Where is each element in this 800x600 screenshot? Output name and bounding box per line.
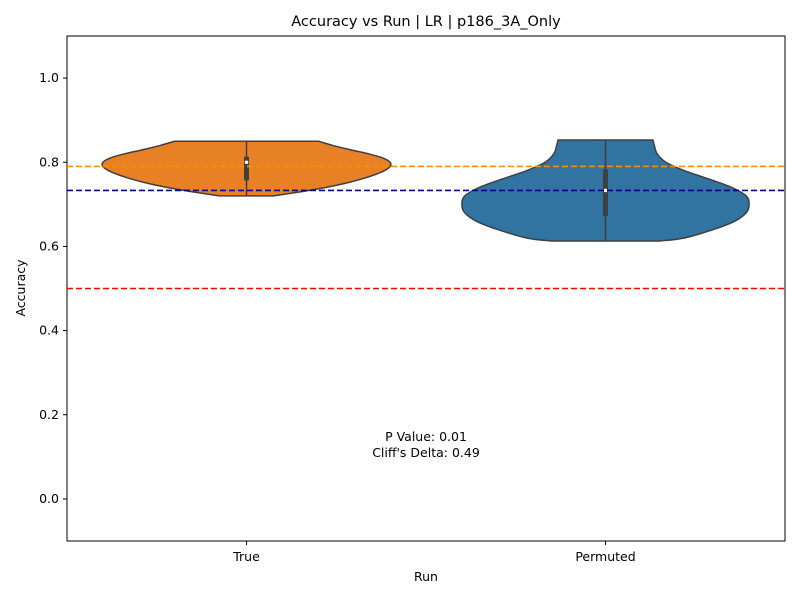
y-axis: 0.0 0.2 0.4 0.6 0.8 1.0 bbox=[39, 70, 67, 506]
y-tick-label: 0.0 bbox=[39, 491, 59, 506]
y-axis-label: Accuracy bbox=[13, 259, 28, 317]
y-tick-label: 0.2 bbox=[39, 407, 59, 422]
x-axis-label: Run bbox=[414, 569, 438, 584]
violin-permuted bbox=[461, 139, 750, 242]
plot-area bbox=[66, 35, 786, 542]
violin-median-point bbox=[244, 160, 249, 165]
violin-true bbox=[101, 140, 392, 197]
y-tick-label: 1.0 bbox=[39, 70, 59, 85]
y-tick-label: 0.6 bbox=[39, 238, 59, 253]
reference-lines bbox=[67, 165, 785, 290]
p-value-annotation: P Value: 0.01 bbox=[385, 429, 467, 444]
violin-iqr-box bbox=[244, 156, 249, 181]
y-tick-label: 0.8 bbox=[39, 154, 59, 169]
y-tick-label: 0.4 bbox=[39, 323, 59, 338]
x-tick-label: True bbox=[232, 549, 260, 564]
violin-median-point bbox=[603, 188, 608, 193]
plot-frame bbox=[66, 35, 786, 542]
violins bbox=[101, 139, 750, 242]
x-axis: True Permuted bbox=[232, 541, 636, 564]
violin-iqr-box bbox=[603, 169, 608, 217]
chart-title: Accuracy vs Run | LR | p186_3A_Only bbox=[291, 14, 561, 30]
cliffs-delta-annotation: Cliff's Delta: 0.49 bbox=[372, 445, 480, 460]
x-tick-label: Permuted bbox=[575, 549, 635, 564]
